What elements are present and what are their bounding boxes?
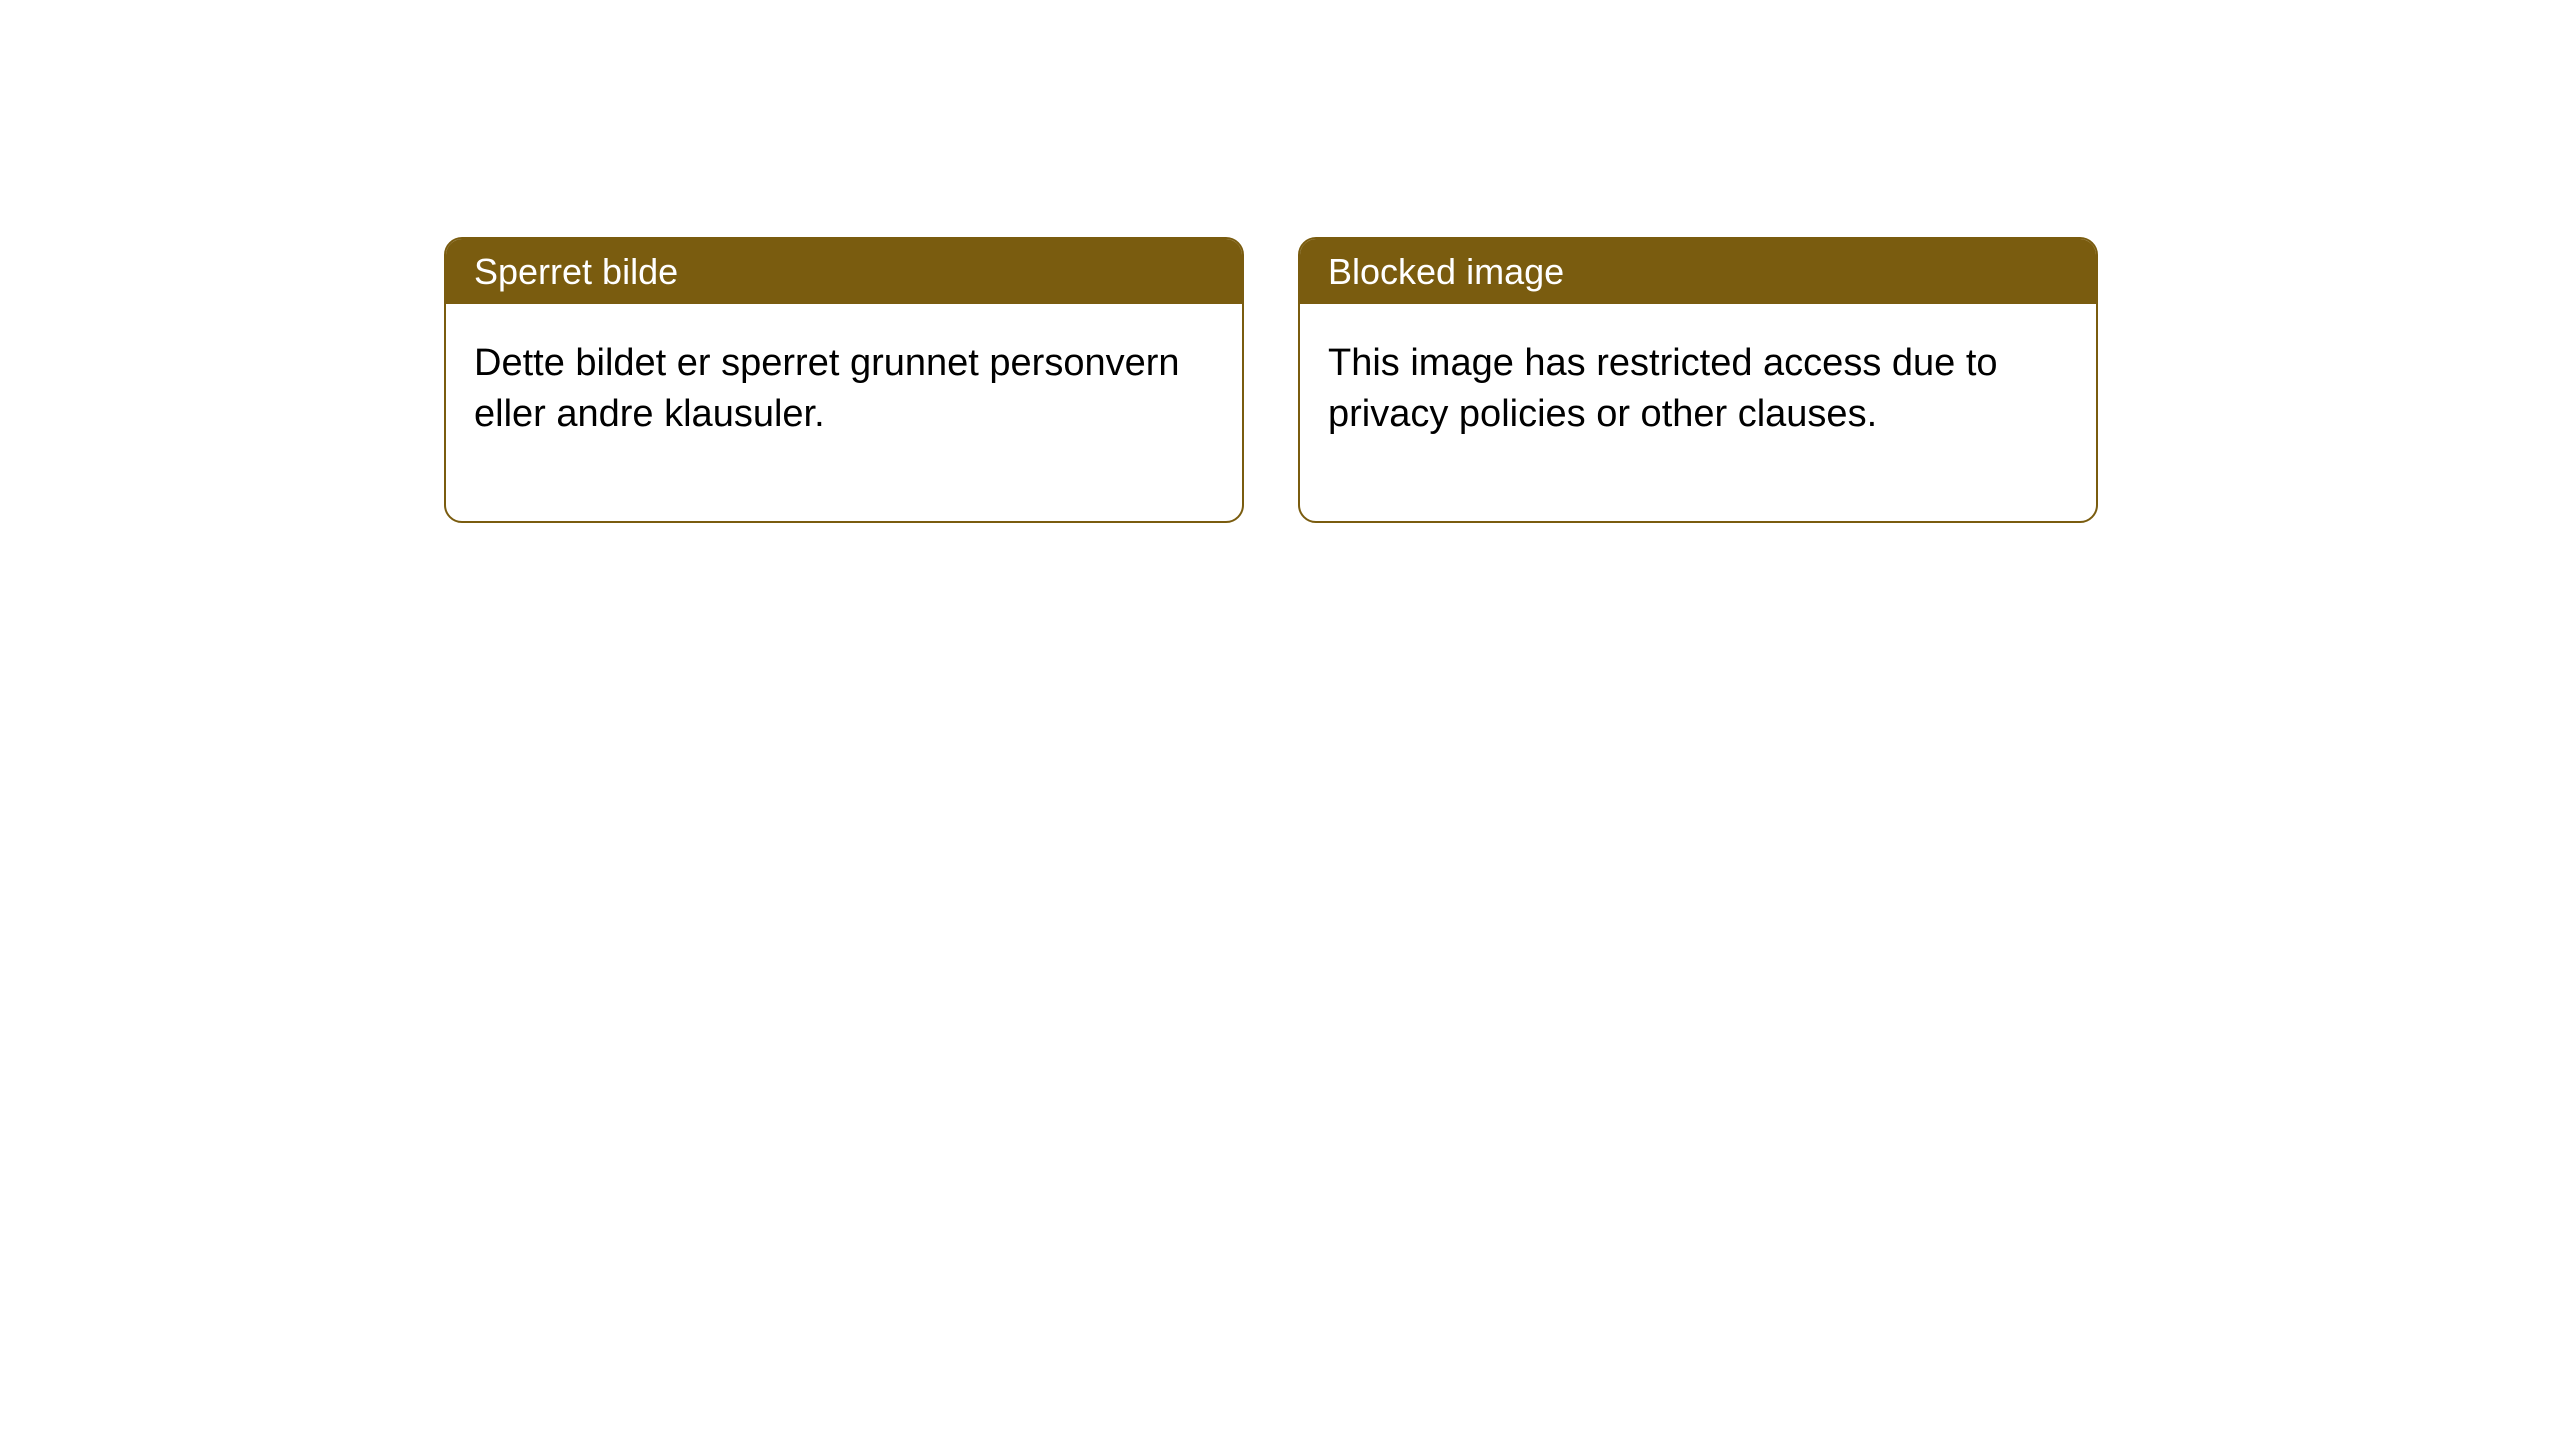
notice-header: Blocked image <box>1300 239 2096 304</box>
notice-card-norwegian: Sperret bilde Dette bildet er sperret gr… <box>444 237 1244 523</box>
notice-card-english: Blocked image This image has restricted … <box>1298 237 2098 523</box>
notice-container: Sperret bilde Dette bildet er sperret gr… <box>444 237 2098 523</box>
notice-body: This image has restricted access due to … <box>1300 304 2096 521</box>
notice-header: Sperret bilde <box>446 239 1242 304</box>
notice-body: Dette bildet er sperret grunnet personve… <box>446 304 1242 521</box>
